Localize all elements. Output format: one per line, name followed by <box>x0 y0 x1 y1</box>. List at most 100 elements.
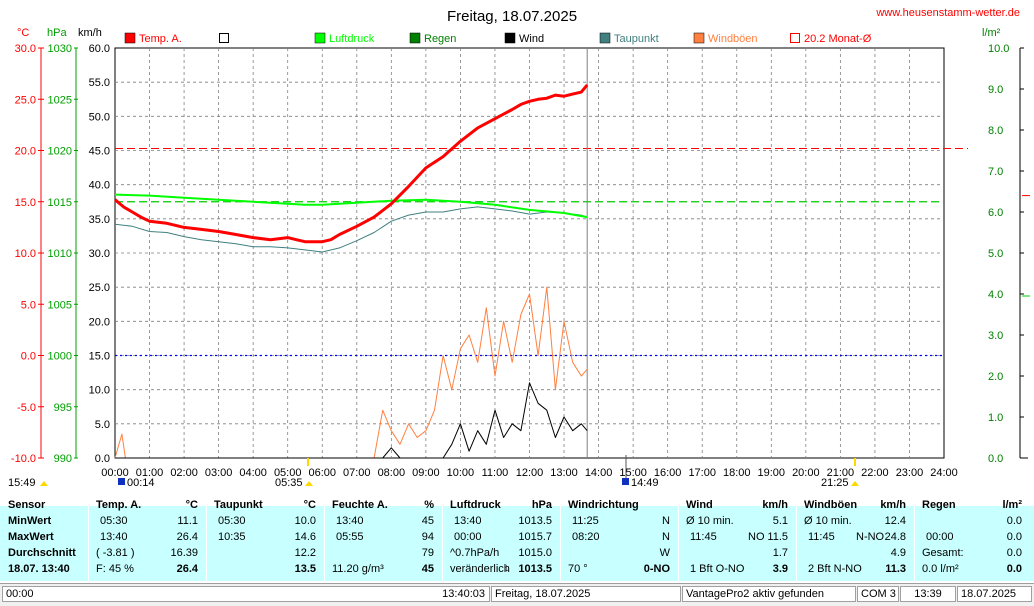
x-tick-label: 01:00 <box>136 467 164 479</box>
dew-max-time: 10:35 <box>218 531 246 543</box>
wind-tick-label: 45.0 <box>89 146 110 158</box>
pressure-header: Luftdruck <box>450 499 501 511</box>
winddir-header: Windrichtung <box>568 499 639 511</box>
gust-current-value: 11.3 <box>885 563 906 575</box>
pressure-tick-label: 990 <box>54 453 72 465</box>
wind-avg-value: 1.7 <box>772 547 788 559</box>
sensor-avg-label: Durchschnitt <box>8 547 76 559</box>
wind-tick-label: 35.0 <box>89 214 110 226</box>
dew-header: Taupunkt <box>214 499 263 511</box>
x-tick-label: 19:00 <box>758 467 786 479</box>
status-date-label: Freitag, 18.07.2025 <box>491 586 681 602</box>
legend-label: Windböen <box>708 33 758 45</box>
temp-avg-value: 16.39 <box>170 547 198 559</box>
marker-label-moon: 00:14 <box>127 477 155 486</box>
temp-tick-label: 0.0 <box>21 351 36 363</box>
wind-min-label: Ø 10 min. <box>686 515 734 527</box>
temp-current-value: 26.4 <box>176 563 198 575</box>
pressure-avg-value: 1015.0 <box>518 547 552 559</box>
temp-tick-label: -10.0 <box>11 453 36 465</box>
pressure-tick-label: 1030 <box>48 43 72 55</box>
wind-current-value: 3.9 <box>772 563 788 575</box>
sun-marker-icon <box>40 481 48 486</box>
temp-header: Temp. A. <box>96 499 142 511</box>
x-tick-label: 08:00 <box>378 467 406 479</box>
x-tick-label: 11:00 <box>482 467 509 479</box>
winddir-current-value: 0-NO <box>643 563 670 575</box>
marker-label-sunset-marker: 14:49 <box>631 477 659 486</box>
weather-chart: Freitag, 18.07.2025 www.heusenstamm-wett… <box>8 7 1030 486</box>
wind-tick-label: 25.0 <box>89 282 110 294</box>
rain-tick-label: 0.0 <box>988 453 1003 465</box>
pressure-tick-label: 1005 <box>48 299 72 311</box>
rain-tick-label: 1.0 <box>988 412 1003 424</box>
wind-max-value: 11.5 <box>767 531 788 543</box>
x-tick-label: 16:00 <box>654 467 682 479</box>
stats-panel: Sensor MinWert MaxWert Durchschnitt 18.0… <box>0 486 1034 581</box>
legend-swatch <box>219 33 229 43</box>
rain-tick-label: 4.0 <box>988 289 1003 301</box>
temp-tick-label: 5.0 <box>21 299 36 311</box>
marker-label-sunrise: 05:35 <box>275 477 303 486</box>
humidity-current-value: 45 <box>421 563 434 575</box>
gust-max-dir: N-NO <box>856 531 885 543</box>
pressure-forecast: veränderlich <box>450 563 510 575</box>
pressure-min-time: 13:40 <box>454 515 482 527</box>
dew-current-value: 13.5 <box>294 563 316 575</box>
wind-tick-label: 40.0 <box>89 180 110 192</box>
winddir-avg-value: W <box>659 547 670 559</box>
temp-min-time: 05:30 <box>100 515 128 527</box>
gust-avg-value: 4.9 <box>890 547 906 559</box>
rain-tick-label: 3.0 <box>988 330 1003 342</box>
humidity-max-time: 05:55 <box>336 531 364 543</box>
winddir-min-value: N <box>662 515 670 527</box>
website-link[interactable]: www.heusenstamm-wetter.de <box>875 7 1020 19</box>
x-tick-label: 05:00 <box>274 467 302 479</box>
x-tick-label: 14:00 <box>585 467 613 479</box>
rain-total-value: 0.0 <box>1006 547 1022 559</box>
wind-header: Wind <box>686 499 713 511</box>
wind-tick-label: 30.0 <box>89 248 110 260</box>
status-time-start: 00:00 <box>6 588 34 600</box>
sunrise-icon <box>305 481 313 486</box>
temp-unit: °C <box>185 499 198 511</box>
rain-unit: l/m² <box>1002 499 1022 511</box>
sensor-current-label: 18.07. 13:40 <box>8 563 70 575</box>
temp-avg-diff: ( -3.81 ) <box>96 547 135 559</box>
status-time-range: 00:00 13:40:03 <box>2 586 490 602</box>
dew-max-value: 14.6 <box>294 531 316 543</box>
wind-tick-label: 20.0 <box>89 316 110 328</box>
status-clock: 13:39 <box>900 586 956 602</box>
x-tick-label: 04:00 <box>239 467 267 479</box>
series-line-temp-a- <box>114 83 589 244</box>
legend: Temp. A. Luftdruck Regen Wind Taupunkt Windbö… <box>124 32 872 45</box>
rain-tick-label: 5.0 <box>988 248 1003 260</box>
x-tick-label: 22:00 <box>861 467 889 479</box>
rain-tick-label: 9.0 <box>988 84 1003 96</box>
x-tick-label: 20:00 <box>792 467 820 479</box>
x-tick-label: 21:00 <box>827 467 855 479</box>
humidity-max-value: 94 <box>421 531 434 543</box>
wind-tick-label: 0.0 <box>95 453 110 465</box>
x-tick-label: 13:00 <box>550 467 578 479</box>
legend-label: 20.2 Monat-Ø <box>804 33 872 45</box>
pressure-unit: hPa <box>531 499 552 511</box>
unit-pressure: hPa <box>47 27 67 39</box>
temp-tick-label: -5.0 <box>17 402 36 414</box>
axis-labels: 30.0 25.0 20.0 15.0 10.0 5.0 0.0 -5.0 -10.0 1030 1… <box>11 43 1024 479</box>
moon-icon <box>118 478 125 485</box>
rain-tick-label: 2.0 <box>988 371 1003 383</box>
sensor-header: Sensor <box>8 499 46 511</box>
wind-beaufort: 1 Bft O-NO <box>690 563 745 575</box>
x-tick-label: 24:00 <box>930 467 958 479</box>
unit-wind: km/h <box>78 27 102 39</box>
x-tick-label: 17:00 <box>688 467 716 479</box>
unit-temp: °C <box>17 27 29 39</box>
wind-tick-label: 5.0 <box>95 419 110 431</box>
marker-label-left: 15:49 <box>8 477 36 486</box>
gust-beaufort: 2 Bft N-NO <box>808 563 862 575</box>
temp-max-time: 13:40 <box>100 531 128 543</box>
rain-max-time: 00:00 <box>926 531 954 543</box>
humidity-avg-value: 79 <box>421 547 434 559</box>
temp-current-humidity: F: 45 % <box>96 563 134 575</box>
